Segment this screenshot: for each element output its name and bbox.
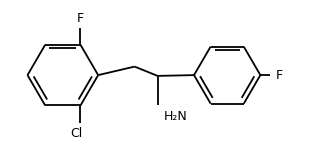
Text: F: F [77, 12, 84, 25]
Text: H₂N: H₂N [164, 110, 188, 123]
Text: Cl: Cl [70, 127, 82, 140]
Text: F: F [276, 69, 283, 82]
